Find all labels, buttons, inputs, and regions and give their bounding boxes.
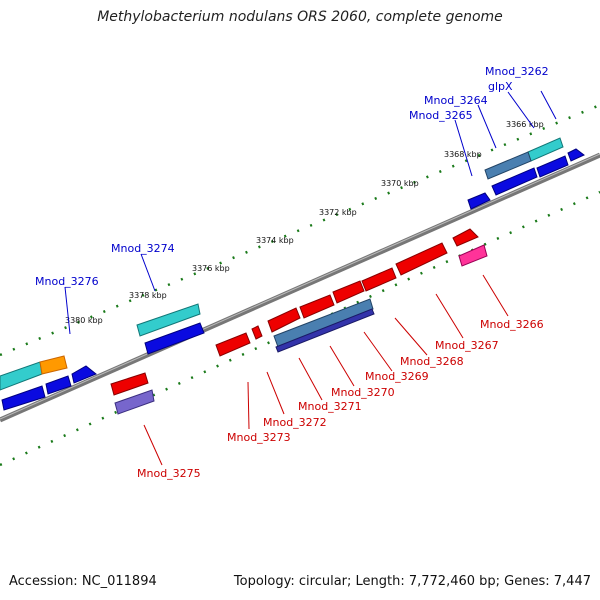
gene-mnod-3269[interactable]	[361, 267, 397, 292]
kbp-label-3380: 3380 kbp	[65, 316, 103, 325]
genome-summary-text: Topology: circular; Length: 7,772,460 bp…	[233, 574, 591, 589]
map-title: Methylobacterium nodulans ORS 2060, comp…	[97, 9, 503, 25]
kbp-label-3372: 3372 kbp	[319, 208, 357, 217]
gene-mnod-3272[interactable]	[267, 307, 301, 333]
forward-genes	[0, 137, 585, 411]
reverse-genes	[110, 228, 488, 415]
gene-mnod-3271[interactable]	[299, 294, 335, 319]
kbp-label-3366: 3366 kbp	[506, 120, 544, 129]
accession-text: Accession: NC_011894	[9, 574, 157, 589]
gene-mnod-3276[interactable]	[0, 361, 43, 391]
label-mnod-3272[interactable]: Mnod_3272	[263, 416, 327, 429]
label-mnod-3267[interactable]: Mnod_3267	[435, 339, 499, 352]
label-mnod-3276[interactable]: Mnod_3276	[35, 275, 99, 288]
kbp-label-3368: 3368 kbp	[444, 150, 482, 159]
gene-mnod-3262[interactable]	[527, 137, 564, 162]
gene-mnod-3266[interactable]	[458, 244, 488, 267]
label-glpx[interactable]: glpX	[488, 80, 513, 93]
label-mnod-3269[interactable]: Mnod_3269	[365, 370, 429, 383]
label-mnod-3274[interactable]: Mnod_3274	[111, 242, 175, 255]
genome-backbone	[0, 152, 600, 423]
label-mnod-3266[interactable]: Mnod_3266	[480, 318, 544, 331]
label-mnod-3262[interactable]: Mnod_3262	[485, 65, 549, 78]
label-mnod-3264[interactable]: Mnod_3264	[424, 94, 488, 107]
label-mnod-3270[interactable]: Mnod_3270	[331, 386, 395, 399]
kbp-label-3376: 3376 kbp	[192, 264, 230, 273]
gene-mnod-3275[interactable]	[110, 372, 149, 396]
gene-mnod-3267[interactable]	[452, 228, 479, 247]
gene-mnod-3268[interactable]	[395, 242, 448, 276]
kbp-label-3370: 3370 kbp	[381, 179, 419, 188]
gene-mnod-3274[interactable]	[136, 303, 201, 337]
label-leaders-reverse	[143, 274, 509, 466]
label-mnod-3273[interactable]: Mnod_3273	[227, 431, 291, 444]
kbp-label-3374: 3374 kbp	[256, 236, 294, 245]
label-mnod-3268[interactable]: Mnod_3268	[400, 355, 464, 368]
label-mnod-3271[interactable]: Mnod_3271	[298, 400, 362, 413]
gene-glpx[interactable]	[484, 151, 532, 180]
label-mnod-3265[interactable]: Mnod_3265	[409, 109, 473, 122]
label-mnod-3275[interactable]: Mnod_3275	[137, 467, 201, 480]
gene-mnod-3273[interactable]	[215, 332, 251, 357]
kbp-label-3378: 3378 kbp	[129, 291, 167, 300]
label-leaders	[64, 90, 557, 335]
gene-mnod-3270[interactable]	[332, 280, 365, 304]
